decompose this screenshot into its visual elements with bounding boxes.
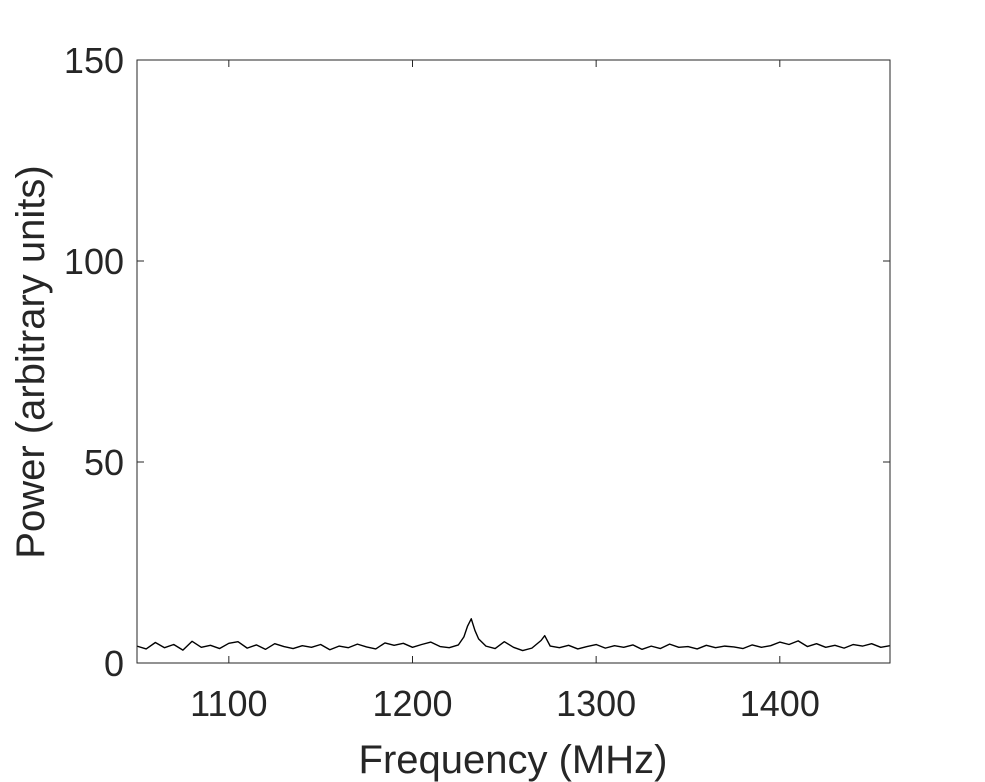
y-axis-label: Power (arbitrary units) xyxy=(9,165,53,558)
y-tick-label: 50 xyxy=(84,442,124,483)
power-spectrum-line xyxy=(136,618,891,652)
x-tick-label: 1400 xyxy=(740,683,820,724)
y-tick-label: 100 xyxy=(64,241,124,282)
y-tick-label: 150 xyxy=(64,40,124,81)
tick-layer xyxy=(137,59,890,664)
x-tick-label: 1100 xyxy=(190,683,267,724)
tick-label-layer: 1100 1200 1300 1400 0 50 100 150 xyxy=(64,40,820,724)
x-tick-label: 1300 xyxy=(556,683,636,724)
plot-area-frame xyxy=(136,59,891,664)
x-tick-label: 1200 xyxy=(372,683,452,724)
x-axis-label: Frequency (MHz) xyxy=(359,738,668,782)
y-tick-label: 0 xyxy=(104,643,124,684)
